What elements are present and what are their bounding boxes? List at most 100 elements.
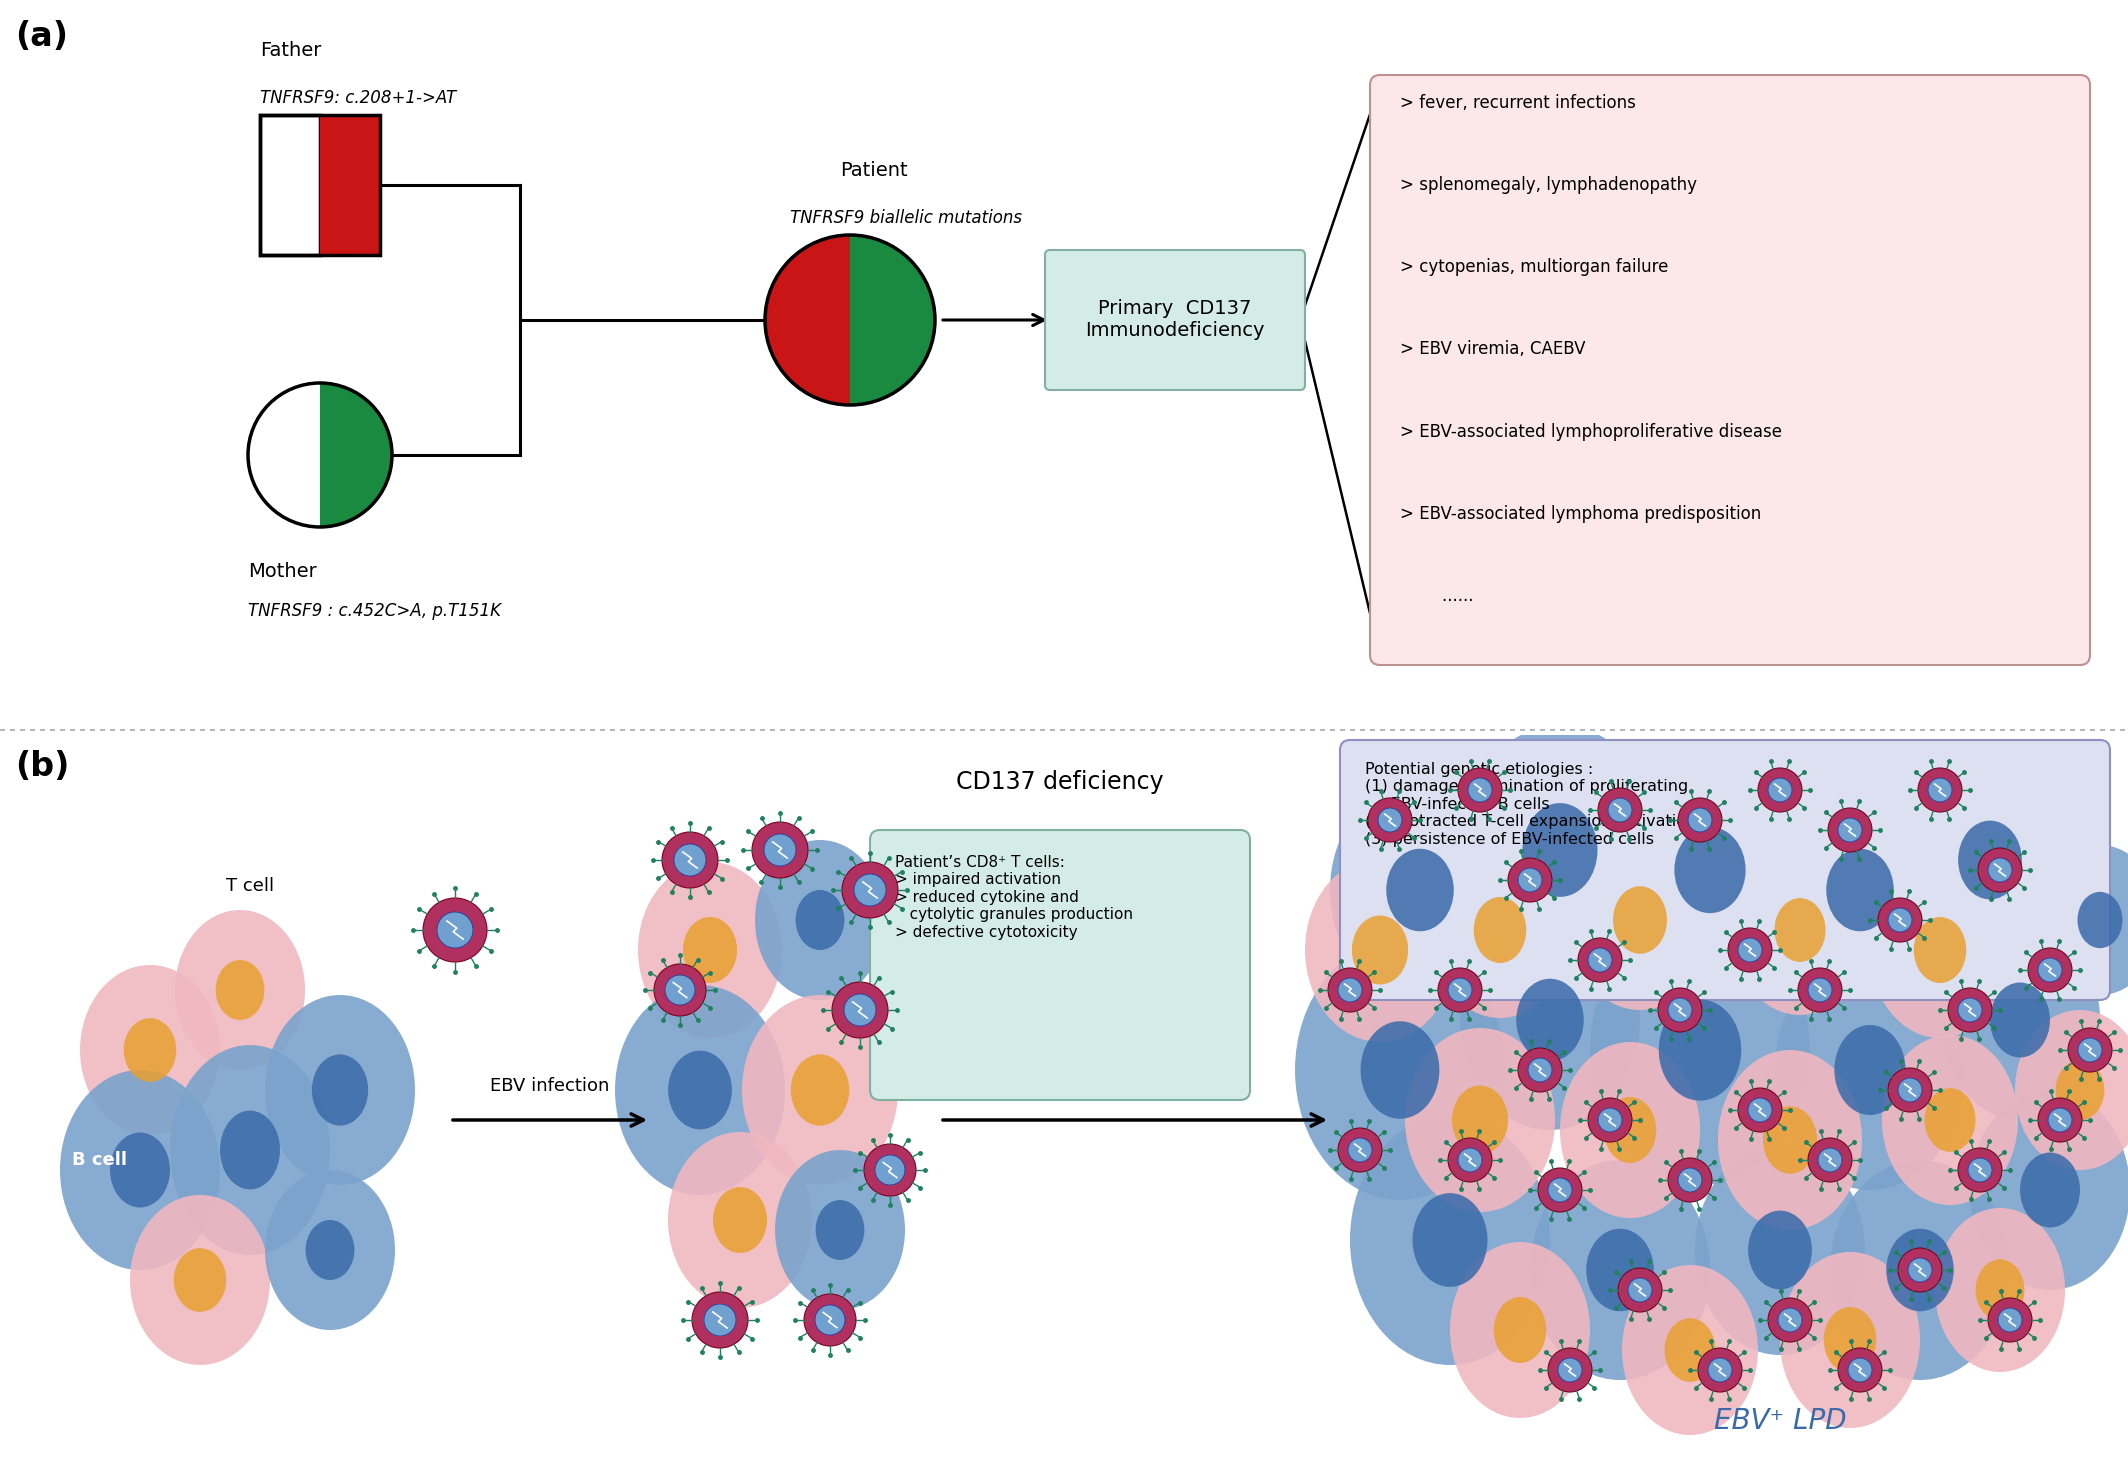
Ellipse shape [1385,848,1453,932]
Ellipse shape [1460,910,1641,1130]
Ellipse shape [1296,939,1504,1200]
Text: TNFRSF9: c.208+1->AT: TNFRSF9: c.208+1->AT [260,90,455,107]
Ellipse shape [266,995,415,1185]
Circle shape [1587,1098,1632,1142]
Text: CD137 deficiency: CD137 deficiency [955,770,1164,794]
Text: Patient’s CD8⁺ T cells:
> impaired activation
> reduced cytokine and
   cytolyti: Patient’s CD8⁺ T cells: > impaired activ… [896,856,1132,939]
Circle shape [751,822,809,878]
Ellipse shape [306,1220,355,1280]
Circle shape [675,844,706,876]
Ellipse shape [1605,1097,1656,1163]
Text: ......: ...... [1400,587,1473,606]
Circle shape [1809,1138,1851,1182]
Text: Patient: Patient [841,162,909,179]
Circle shape [1847,1358,1873,1382]
Ellipse shape [713,1186,766,1252]
Circle shape [1458,1148,1481,1172]
Ellipse shape [1360,1022,1439,1119]
Circle shape [1928,778,1951,803]
Ellipse shape [796,889,845,950]
Circle shape [1888,908,1911,932]
Ellipse shape [1696,1145,1864,1355]
Circle shape [1339,1127,1381,1172]
Circle shape [1609,798,1632,822]
Text: > splenomegaly, lymphadenopathy: > splenomegaly, lymphadenopathy [1400,176,1696,194]
Ellipse shape [266,1170,396,1330]
Circle shape [1998,1308,2022,1332]
Circle shape [1798,969,1843,1011]
Text: > cytopenias, multiorgan failure: > cytopenias, multiorgan failure [1400,259,1668,276]
Circle shape [1817,1148,1843,1172]
Ellipse shape [1775,950,1964,1191]
Circle shape [1658,988,1702,1032]
Circle shape [692,1292,749,1348]
Circle shape [1679,1169,1702,1192]
Circle shape [1768,1298,1813,1342]
Ellipse shape [1404,1028,1556,1211]
Circle shape [1368,798,1413,842]
Circle shape [2068,1028,2111,1072]
Wedge shape [849,235,934,406]
Circle shape [653,964,706,1016]
Circle shape [1958,998,1981,1022]
Circle shape [1547,1348,1592,1392]
Ellipse shape [815,1200,864,1260]
Ellipse shape [1494,1297,1547,1363]
Circle shape [1739,1088,1781,1132]
Ellipse shape [2015,1010,2128,1170]
Ellipse shape [1451,1085,1509,1154]
Ellipse shape [174,910,304,1070]
Circle shape [2028,948,2073,992]
Ellipse shape [1430,842,1570,1019]
Ellipse shape [1905,756,2075,964]
Ellipse shape [2056,1060,2105,1120]
Circle shape [1968,1158,1992,1182]
Circle shape [1988,1298,2032,1342]
Circle shape [1898,1248,1943,1292]
Circle shape [1468,778,1492,803]
Ellipse shape [1732,845,1868,1014]
Ellipse shape [1834,1025,1907,1116]
Circle shape [1347,1138,1373,1161]
Ellipse shape [1304,858,1456,1042]
Circle shape [1958,1148,2002,1192]
Ellipse shape [111,1132,170,1207]
FancyBboxPatch shape [1045,250,1304,390]
Ellipse shape [1885,1229,1954,1311]
Ellipse shape [1924,1088,1975,1152]
Ellipse shape [81,964,219,1135]
Ellipse shape [638,861,781,1038]
Circle shape [845,994,877,1026]
Ellipse shape [1585,1229,1653,1311]
Ellipse shape [1775,898,1826,961]
Ellipse shape [1568,831,1713,1010]
Ellipse shape [683,917,736,983]
Ellipse shape [313,1054,368,1126]
Ellipse shape [1658,1000,1741,1101]
Circle shape [2047,1108,2073,1132]
Ellipse shape [1664,1319,1715,1382]
Text: Potential genetic etiologies :
(1) damaged elimination of proliferating
     EBV: Potential genetic etiologies : (1) damag… [1364,761,1696,847]
Ellipse shape [130,1195,270,1366]
Polygon shape [319,115,381,254]
Ellipse shape [1762,1107,1817,1173]
Ellipse shape [1560,1042,1700,1219]
Circle shape [804,1294,855,1347]
Ellipse shape [1590,914,1811,1185]
Circle shape [815,1305,845,1335]
Circle shape [1979,848,2022,892]
Circle shape [423,898,487,961]
Ellipse shape [1934,1208,2064,1372]
Ellipse shape [1747,1211,1811,1289]
Circle shape [1728,928,1773,972]
Circle shape [1617,1269,1662,1313]
Circle shape [2079,1038,2102,1061]
Circle shape [1328,969,1373,1011]
Ellipse shape [1349,1116,1549,1366]
Circle shape [1747,1098,1773,1122]
Ellipse shape [1613,886,1666,954]
Text: TNFRSF9 : c.452C>A, p.T151K: TNFRSF9 : c.452C>A, p.T151K [249,603,500,620]
Ellipse shape [1330,781,1511,1000]
Circle shape [436,911,472,948]
Circle shape [1598,1108,1622,1132]
